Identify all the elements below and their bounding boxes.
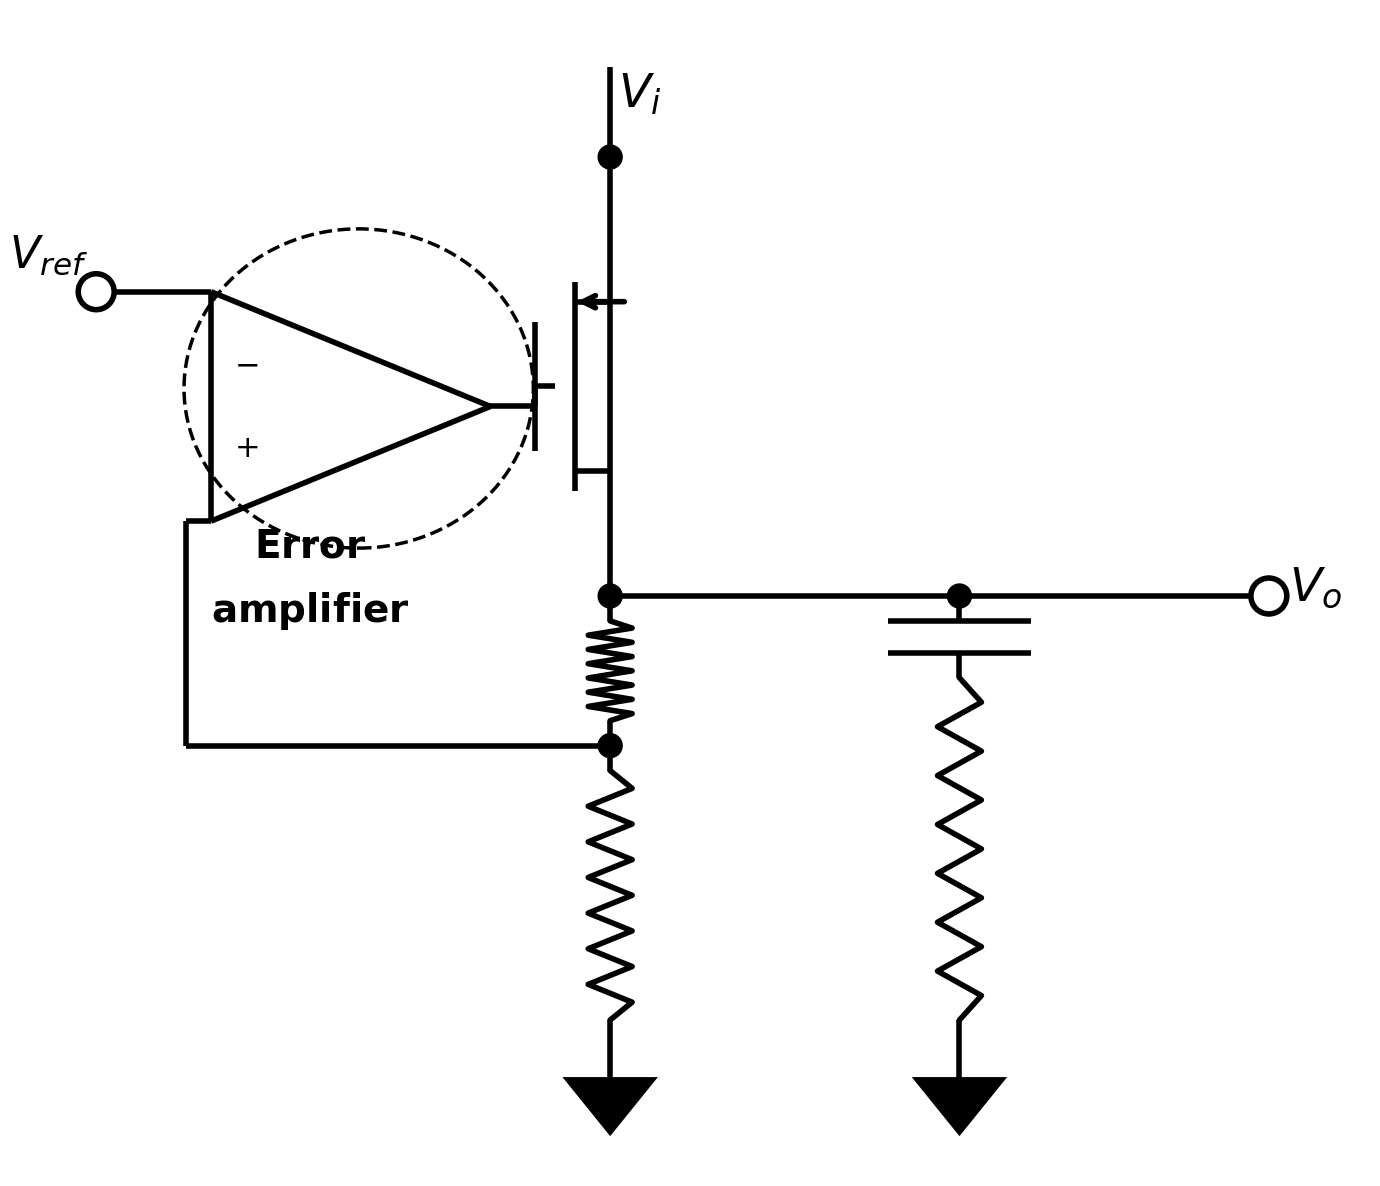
Text: $\mathbf{\mathit{V}_{\mathit{ref}}}$: $\mathbf{\mathit{V}_{\mathit{ref}}}$ [10, 234, 88, 276]
Text: $+$: $+$ [233, 434, 258, 463]
Text: $-$: $-$ [233, 350, 258, 380]
Text: $\mathbf{\mathit{V}_{\mathit{o}}}$: $\mathbf{\mathit{V}_{\mathit{o}}}$ [1289, 566, 1341, 611]
Polygon shape [569, 1080, 653, 1131]
Circle shape [598, 584, 622, 608]
Polygon shape [918, 1080, 1002, 1131]
Text: $\mathbf{\mathit{V}_{\mathit{i}}}$: $\mathbf{\mathit{V}_{\mathit{i}}}$ [618, 72, 661, 117]
Text: $\mathit{\mathbf{Error}}$: $\mathit{\mathbf{Error}}$ [254, 527, 367, 565]
Circle shape [598, 734, 622, 758]
Circle shape [598, 145, 622, 168]
Text: $\mathit{\mathbf{amplifier}}$: $\mathit{\mathbf{amplifier}}$ [211, 589, 410, 632]
Circle shape [948, 584, 972, 608]
